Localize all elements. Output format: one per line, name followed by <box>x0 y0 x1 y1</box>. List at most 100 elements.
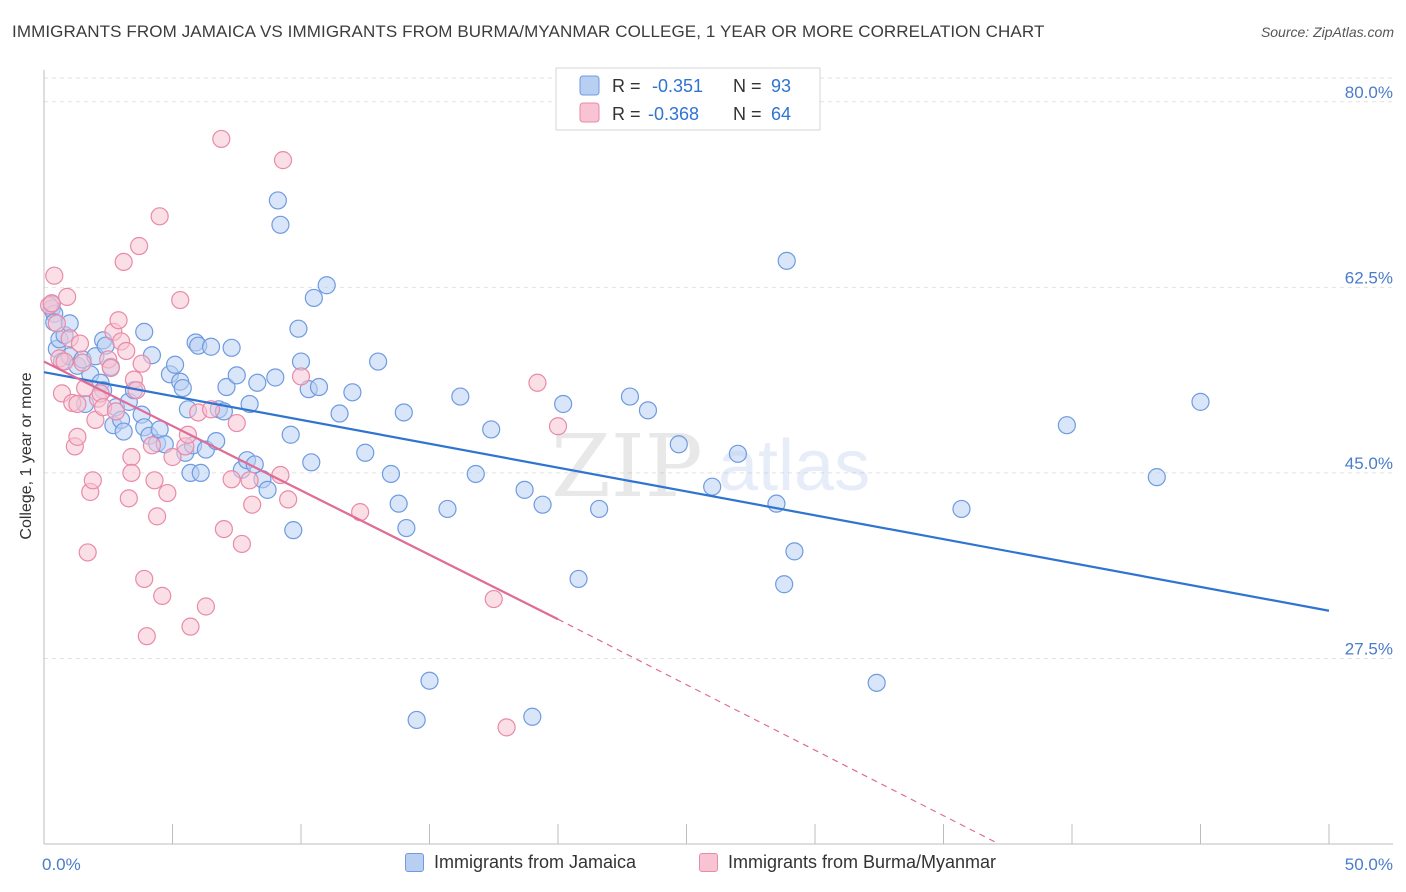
point-jamaica-84 <box>466 464 485 484</box>
point-burma-29 <box>117 341 136 361</box>
point-jamaica-103 <box>1057 416 1076 435</box>
point-burma-2 <box>45 266 64 285</box>
point-jamaica-59 <box>258 480 277 499</box>
point-burma-55 <box>232 534 251 554</box>
bottom-legend-burma: Immigrants from Burma/Myanmar <box>699 852 996 873</box>
source-label: Source: ZipAtlas.com <box>1260 24 1394 40</box>
point-jamaica-92 <box>620 387 640 406</box>
point-jamaica-72 <box>330 404 349 423</box>
y-tick-label-1: 45.0% <box>1345 454 1393 473</box>
point-jamaica-35 <box>165 355 185 374</box>
point-burma-13 <box>70 334 90 353</box>
point-jamaica-51 <box>222 338 241 357</box>
point-jamaica-57 <box>248 373 267 392</box>
point-jamaica-46 <box>201 337 221 356</box>
point-burma-28 <box>114 252 133 272</box>
point-burma-1 <box>42 294 61 313</box>
point-jamaica-65 <box>289 319 308 338</box>
point-jamaica-88 <box>533 495 552 514</box>
point-jamaica-83 <box>451 387 470 406</box>
point-burma-35 <box>132 354 151 373</box>
legend-box: R = -0.351 N = 93 R = -0.368 N = 64 <box>555 67 821 131</box>
point-jamaica-89 <box>554 394 573 414</box>
bottom-legend-jamaica: Immigrants from Jamaica <box>405 852 636 873</box>
bottom-legend-jamaica-label: Immigrants from Jamaica <box>434 852 637 872</box>
point-burma-41 <box>150 207 169 226</box>
point-jamaica-86 <box>515 480 534 499</box>
point-jamaica-104 <box>1147 468 1166 487</box>
watermark: ZIP atlas <box>551 417 870 517</box>
watermark-zip: ZIP <box>551 417 703 517</box>
point-burma-36 <box>135 569 154 589</box>
legend-r-label-2: R = <box>612 104 641 124</box>
point-jamaica-102 <box>952 499 971 519</box>
point-burma-60 <box>279 490 298 509</box>
point-burma-38 <box>142 436 162 455</box>
point-burma-45 <box>171 290 190 310</box>
point-burma-48 <box>181 617 200 636</box>
legend-swatch-jamaica <box>579 75 600 96</box>
point-burma-52 <box>214 519 233 539</box>
trend-line-burma-extension <box>557 618 996 843</box>
legend-r-label-1: R = <box>612 76 641 96</box>
point-jamaica-87 <box>523 707 542 726</box>
point-jamaica-94 <box>669 435 688 454</box>
x-tick-label-0: 0.0% <box>42 855 81 874</box>
point-burma-14 <box>73 353 92 372</box>
point-jamaica-80 <box>407 710 426 730</box>
point-burma-12 <box>68 394 87 414</box>
point-jamaica-44 <box>191 463 210 483</box>
point-burma-18 <box>83 471 102 490</box>
series-burma-points <box>40 129 568 737</box>
point-burma-54 <box>227 413 246 433</box>
swatch-burma <box>699 853 718 872</box>
point-jamaica-100 <box>785 542 804 561</box>
point-jamaica-73 <box>343 383 362 402</box>
point-jamaica-37 <box>173 378 192 398</box>
chart-title: IMMIGRANTS FROM JAMAICA VS IMMIGRANTS FR… <box>12 22 1045 41</box>
y-axis-label: College, 1 year or more <box>18 372 35 539</box>
x-tick-label-1: 50.0% <box>1345 855 1393 874</box>
point-jamaica-62 <box>271 215 290 234</box>
point-jamaica-77 <box>389 494 408 513</box>
point-burma-59 <box>273 151 293 170</box>
point-burma-67 <box>212 129 231 149</box>
point-jamaica-61 <box>268 191 287 210</box>
swatch-jamaica <box>405 853 424 872</box>
point-jamaica-101 <box>867 673 886 692</box>
point-jamaica-70 <box>309 377 329 397</box>
point-jamaica-50 <box>217 377 236 397</box>
point-jamaica-74 <box>356 443 375 462</box>
legend-r-value-1: -0.351 <box>652 76 703 96</box>
point-burma-24 <box>101 358 120 378</box>
point-jamaica-85 <box>482 420 501 439</box>
point-jamaica-28 <box>135 322 154 341</box>
x-tick-labels: 0.0% 50.0% <box>42 855 1393 874</box>
point-jamaica-69 <box>304 288 323 308</box>
trend-lines <box>43 360 1330 843</box>
point-jamaica-68 <box>302 453 321 472</box>
point-burma-31 <box>122 447 141 467</box>
legend-n-value-2: 64 <box>771 104 791 124</box>
axes <box>43 70 1393 845</box>
point-jamaica-64 <box>284 521 303 540</box>
point-burma-26 <box>106 402 126 421</box>
point-jamaica-82 <box>438 499 457 519</box>
point-burma-61 <box>291 367 311 386</box>
point-burma-65 <box>548 417 568 436</box>
point-burma-34 <box>129 236 149 256</box>
bottom-legend-burma-label: Immigrants from Burma/Myanmar <box>728 852 997 872</box>
point-jamaica-96 <box>728 444 748 463</box>
legend-swatch-burma <box>579 102 600 123</box>
point-jamaica-99 <box>777 251 796 270</box>
point-jamaica-75 <box>369 352 388 371</box>
point-burma-30 <box>119 489 138 508</box>
point-burma-69 <box>109 311 128 330</box>
point-jamaica-79 <box>397 518 416 538</box>
point-burma-68 <box>122 463 141 483</box>
legend-n-value-1: 93 <box>771 76 791 96</box>
watermark-atlas: atlas <box>718 426 870 506</box>
point-burma-56 <box>240 471 259 490</box>
point-jamaica-90 <box>569 569 588 589</box>
